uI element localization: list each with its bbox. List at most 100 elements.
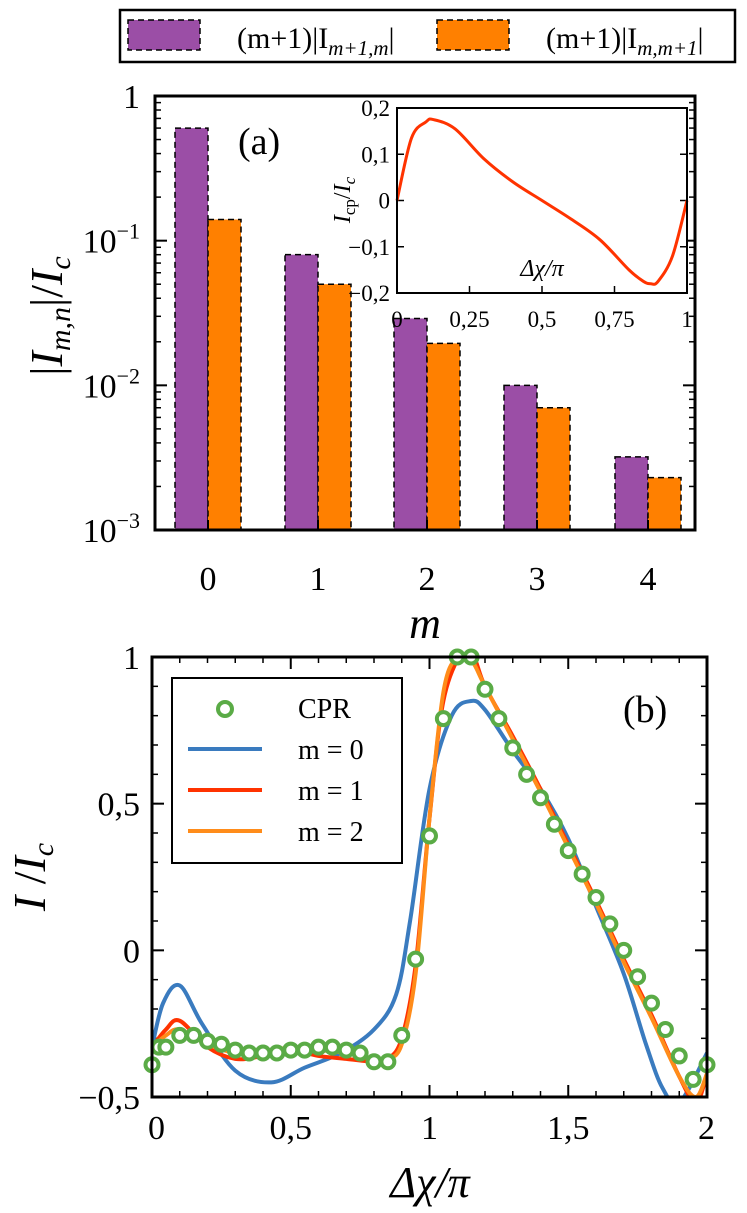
cpr-point [323,1038,341,1056]
panel-b-xtick-label: 1,5 [547,1110,590,1147]
inset-xtick-label: 0,5 [528,307,557,332]
cpr-point [226,1041,244,1059]
panel-a-ytick-label: 1 [123,79,140,116]
panel-a-yaxis-title: |Im,n|/Ic [21,256,77,375]
cpr-point [421,827,438,845]
panel-a-xaxis-title: m [409,599,441,648]
bar-s0-m2 [393,317,428,531]
cpr-point [629,968,647,986]
svg-text:I /Ic: I /Ic [4,843,60,912]
inset-xtick-label: 0,25 [449,307,489,332]
bar-s1-m2 [426,342,461,531]
bar-s0-m3 [503,384,538,531]
cpr-point [407,950,425,968]
panel-b-xtick-label: 0 [148,1110,165,1147]
cpr-point [393,1026,411,1044]
legend-m2-label: m = 2 [298,817,364,848]
inset-ytick-label: −0,2 [348,281,390,306]
legend-swatch-orange [436,19,510,51]
cpr-point [532,789,549,807]
inset-xtick-label: 0 [391,307,403,332]
panel-a-xtick-label: 2 [419,561,436,598]
panel-a-xtick-label: 4 [640,561,657,598]
panel-b-frame [150,655,709,1099]
panel-a-ytick-label: 10−1 [83,219,140,261]
cpr-point [559,842,577,860]
cpr-point [656,1021,674,1039]
inset-ytick-label: 0 [379,189,391,214]
panel-b-line-chart: 0 0,5 1 1,5 210,50−0,5 (b) CPR m = 0 m = 1 m… [4,640,716,1207]
cpr-point [212,1035,230,1053]
bar-s0-m0 [174,127,209,531]
legend-m1-label: m = 1 [298,776,364,807]
cpr-point [684,1070,702,1088]
panel-b-xtick-label: 2 [698,1110,715,1147]
cpr-point [365,1053,383,1071]
cpr-point [504,739,522,757]
bar-s1-m0 [207,218,242,531]
cpr-point [296,1041,314,1059]
cpr-point [518,765,536,783]
panel-b-xaxis-title: Δχ/π [388,1158,471,1207]
legend-cpr-marker [216,700,234,718]
panel-a-xtick-label: 0 [200,561,217,598]
top-legend-frame [118,8,737,64]
inset-curve [395,117,689,286]
panel-a-ticks: 0 1 2 3 4 1 10−1 10−2 10−3 [83,79,695,598]
top-legend: (m+1)|Im+1,m| (m+1)|Im,m+1| [118,8,737,64]
cpr-point [379,1053,397,1071]
legend-m0-label: m = 0 [298,735,364,766]
cpr-point [351,1044,369,1062]
cpr-point [615,941,633,959]
bar-s0-m4 [614,456,649,531]
cpr-point [573,865,591,883]
inset-xtick-label: 1 [681,307,693,332]
cpr-point [185,1026,203,1044]
cpr-point [545,815,563,833]
panel-b-xtick-label: 1 [421,1110,438,1147]
bars-group [174,127,682,531]
svg-text:|Im,n|/Ic: |Im,n|/Ic [21,256,77,375]
cpr-point [310,1038,327,1056]
cpr-point [587,889,605,907]
cpr-point [240,1044,258,1062]
panel-a-ytick-label: 10−2 [83,363,140,405]
inset-frame [396,107,688,294]
legend-label-2: (m+1)|Im,m+1| [546,22,704,60]
panel-b-label: (b) [623,689,667,731]
legend-swatch-purple [127,19,201,51]
cpr-point [601,915,619,933]
cpr-point [643,994,660,1012]
inset-ticks: 0 0,25 0,5 0,75 1 0,2 0,1 0 −0,1 −0,2 [348,96,692,332]
bar-s1-m1 [317,283,352,531]
legend-label-1: (m+1)|Im+1,m| [237,22,395,60]
panel-a-ytick-label: 10−3 [83,508,140,550]
panel-a-xtick-label: 3 [529,561,546,598]
cpr-point [171,1026,189,1044]
bar-s1-m4 [647,476,682,531]
panel-b-ytick-label: 1 [123,640,140,677]
cpr-point [157,1038,175,1056]
inset-xtick-label: 0,75 [594,307,634,332]
cpr-point [254,1044,272,1062]
panel-b-legend: CPR m = 0 m = 1 m = 2 [171,677,403,864]
panel-a-label: (a) [238,121,280,163]
panel-a-frame [153,94,697,532]
cpr-point [670,1047,688,1065]
cpr-point [282,1041,300,1059]
inset-ytick-label: 0,1 [361,142,390,167]
legend-cpr-label: CPR [298,694,351,725]
panel-b-yaxis-title: I /Ic [4,843,60,912]
panel-a-xtick-label: 1 [310,561,327,598]
cpr-point [490,710,508,728]
inset-line-chart: 0 0,25 0,5 0,75 1 0,2 0,1 0 −0,1 −0,2 Icp/Ic Δχ/π [330,96,693,332]
cpr-point [268,1044,286,1062]
bar-s1-m3 [536,406,571,531]
cpr-point [476,680,494,698]
inset-xaxis-title: Δχ/π [519,256,564,282]
inset-yaxis-title: Icp/Ic [330,176,359,224]
inset-ytick-label: 0,2 [361,96,390,121]
inset-ytick-label: −0,1 [348,235,390,260]
panel-b-xtick-label: 0,5 [270,1110,313,1147]
